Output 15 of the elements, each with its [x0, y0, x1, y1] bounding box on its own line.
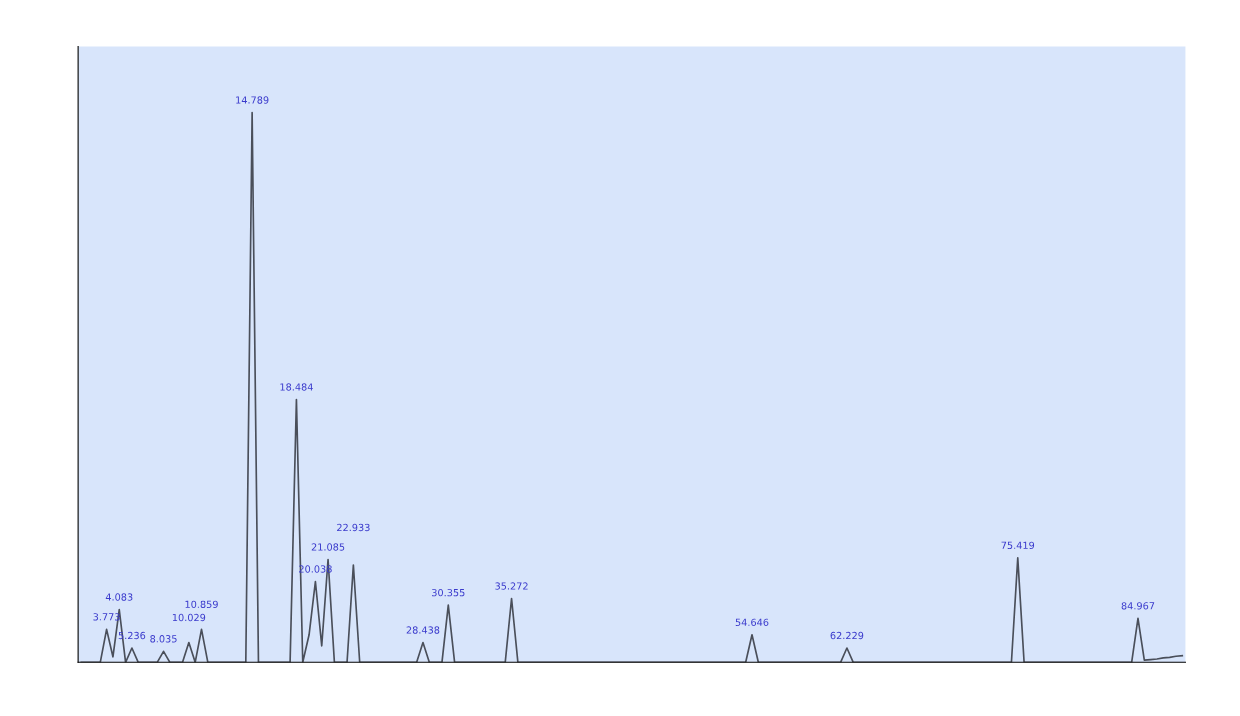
annotation: 75.419	[1001, 541, 1035, 550]
annotation: 22.933	[337, 523, 370, 532]
annotation: 30.355	[432, 588, 465, 597]
annotation: 10.029	[172, 613, 206, 622]
annotation: 18.484	[280, 383, 313, 391]
annotation: 28.438	[406, 626, 440, 634]
annotation: 21.085	[311, 543, 345, 551]
annotation: 62.229	[830, 631, 864, 640]
annotation: 10.859	[185, 600, 218, 608]
annotation: 8.035	[150, 635, 177, 643]
annotation: 35.272	[495, 582, 528, 590]
annotation: 4.083	[105, 593, 133, 601]
annotation: 84.967	[1121, 602, 1155, 610]
annotation: 54.646	[735, 618, 769, 626]
text: 14.789	[236, 96, 269, 104]
